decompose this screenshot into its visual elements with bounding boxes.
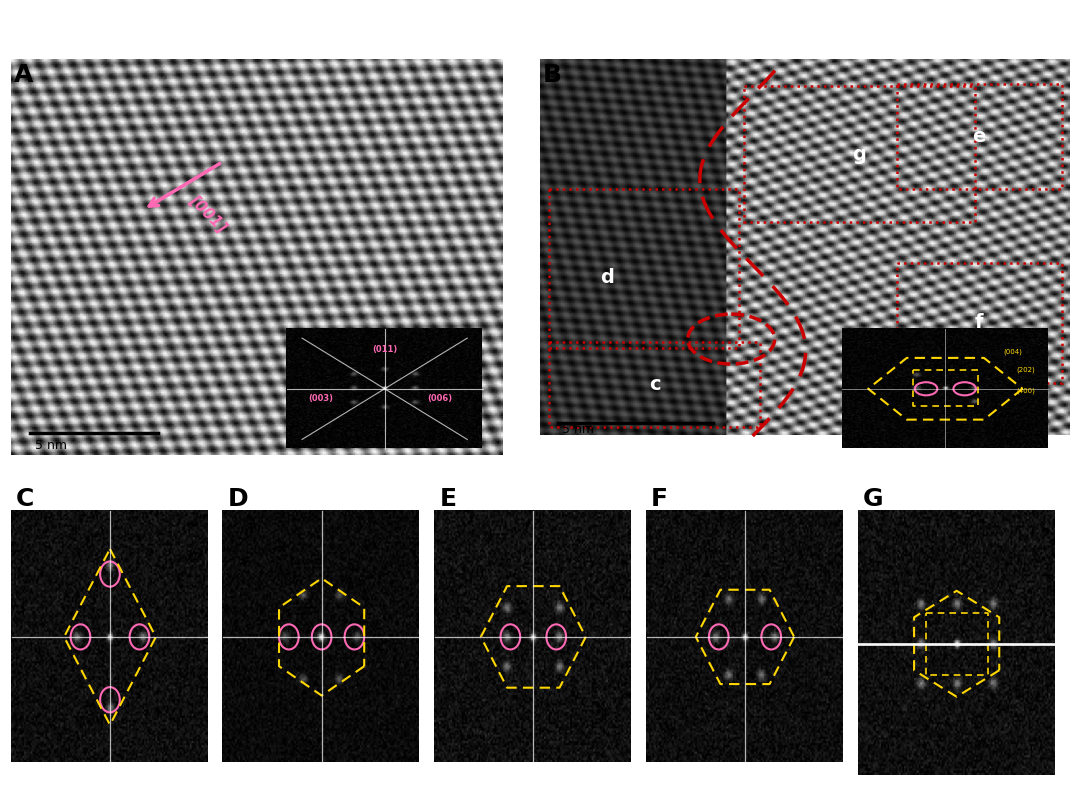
Text: A: A xyxy=(14,63,33,87)
Text: B: B xyxy=(543,63,563,87)
Text: G: G xyxy=(863,487,883,511)
Bar xyxy=(550,342,760,427)
Text: E: E xyxy=(440,487,457,511)
Text: (006): (006) xyxy=(428,394,453,403)
Text: g: g xyxy=(852,145,866,164)
Bar xyxy=(896,84,1062,189)
Text: e: e xyxy=(973,127,986,146)
Text: 5 nm: 5 nm xyxy=(36,439,67,452)
Text: c: c xyxy=(649,375,661,394)
Text: d: d xyxy=(600,268,615,287)
Text: [001]: [001] xyxy=(186,192,229,235)
Text: (003): (003) xyxy=(308,394,333,403)
Text: 5 nm: 5 nm xyxy=(562,423,594,436)
Text: f: f xyxy=(975,313,984,332)
Text: F: F xyxy=(651,487,669,511)
Text: (004): (004) xyxy=(1003,348,1023,354)
Bar xyxy=(896,263,1062,383)
Text: D: D xyxy=(228,487,248,511)
Bar xyxy=(550,189,740,348)
Text: (400): (400) xyxy=(1016,388,1036,394)
Text: (202): (202) xyxy=(1016,367,1035,373)
Bar xyxy=(744,86,975,221)
Text: (011): (011) xyxy=(372,345,397,354)
Text: C: C xyxy=(16,487,35,511)
